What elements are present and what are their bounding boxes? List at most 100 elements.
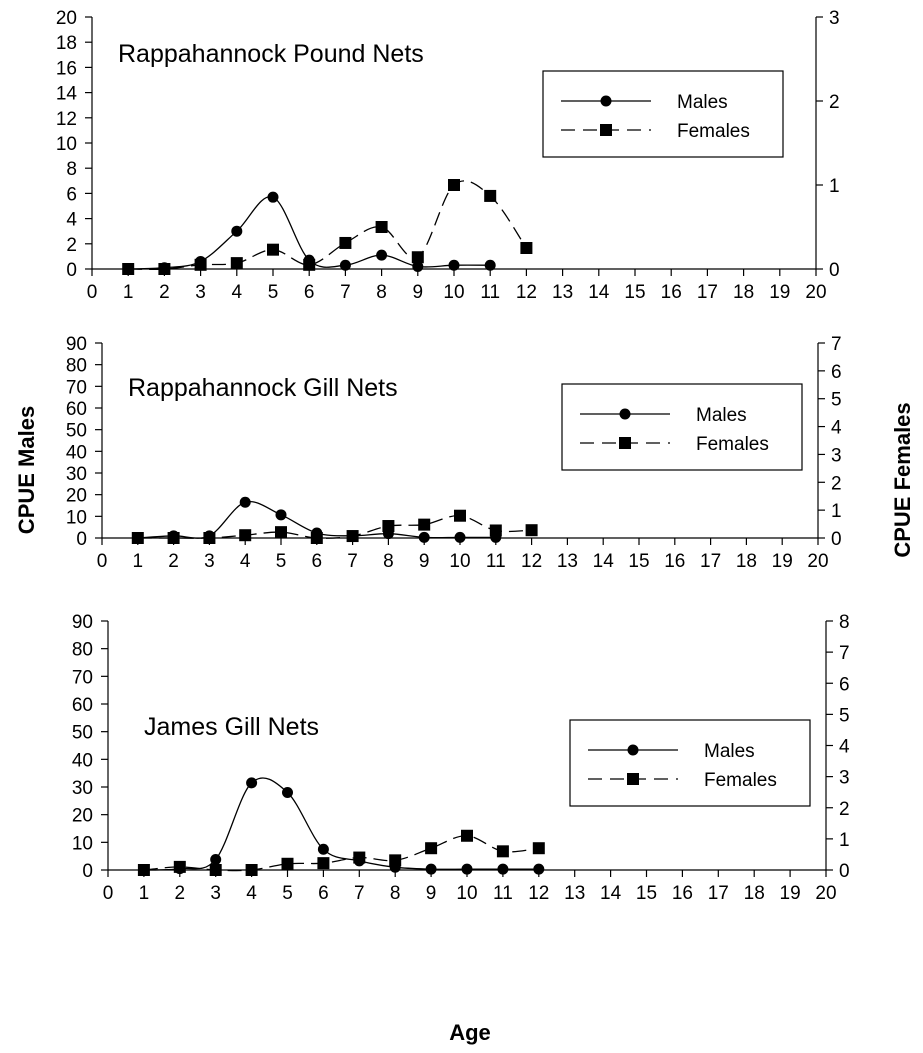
x-tick-label: 12 <box>516 282 537 303</box>
x-tick-label: 6 <box>318 883 329 904</box>
x-tick-label: 2 <box>175 883 186 904</box>
y-right-tick-label: 4 <box>831 418 842 439</box>
x-tick-label: 6 <box>304 282 315 303</box>
chart-panel-1: 0 1 2 3 4 5 6 7 8 9 10 11 12 13 14 15 16 17 18 19 2002468101… <box>56 8 840 303</box>
panel-title: Rappahannock Pound Nets <box>118 40 424 68</box>
x-tick-label: 10 <box>456 883 477 904</box>
legend-box <box>542 70 784 158</box>
y-left-tick-label: 60 <box>72 695 93 716</box>
x-tick-label: 0 <box>97 551 108 572</box>
males-data-point <box>231 225 243 237</box>
females-data-point <box>209 864 222 876</box>
y-left-tick-label: 50 <box>72 723 93 744</box>
females-legend-label: Females <box>677 121 750 142</box>
y-left-tick-label: 12 <box>56 109 77 130</box>
males-data-point <box>425 863 437 875</box>
x-tick-label: 11 <box>486 551 506 572</box>
y-left-tick-label: 18 <box>56 33 77 54</box>
x-tick-label: 18 <box>744 883 765 904</box>
x-tick-label: 16 <box>672 883 693 904</box>
females-data-point <box>131 532 144 544</box>
males-legend-label: Males <box>704 741 755 762</box>
y-right-tick-label: 5 <box>839 705 850 726</box>
legend: Males Females <box>569 719 811 807</box>
y-left-tick-label: 40 <box>72 750 93 771</box>
x-tick-label: 14 <box>593 551 615 572</box>
females-data-point <box>461 829 473 842</box>
x-tick-label: 2 <box>159 282 170 303</box>
y-left-tick-label: 70 <box>66 377 87 398</box>
x-tick-label: 13 <box>552 282 573 303</box>
x-tick-label: 14 <box>588 282 610 303</box>
males-data-point <box>210 853 222 865</box>
females-data-point <box>411 251 424 264</box>
males-series-line <box>143 777 539 871</box>
legend: Males Females <box>561 383 803 471</box>
females-data-point <box>239 529 252 542</box>
x-tick-label: 10 <box>443 282 464 303</box>
females-data-point <box>167 532 180 544</box>
y-right-tick-label: 8 <box>839 612 850 633</box>
females-data-point <box>275 526 287 539</box>
x-tick-label: 12 <box>528 883 549 904</box>
males-data-point <box>448 259 460 271</box>
x-tick-label: 15 <box>636 883 657 904</box>
x-tick-label: 4 <box>232 282 243 303</box>
y-left-tick-label: 70 <box>72 667 93 688</box>
y-left-tick-label: 6 <box>66 184 77 205</box>
males-data-point <box>246 777 258 789</box>
females-data-point <box>525 524 538 537</box>
legend-box <box>569 719 811 807</box>
males-data-point <box>454 531 466 543</box>
males-data-point <box>239 496 251 508</box>
females-data-point <box>303 258 316 271</box>
panel-title: James Gill Nets <box>144 713 319 741</box>
x-tick-label: 15 <box>624 282 645 303</box>
females-data-point <box>203 532 216 544</box>
females-data-point <box>317 857 330 870</box>
females-data-point <box>230 257 243 270</box>
y-right-tick-label: 5 <box>831 390 842 411</box>
females-data-point <box>353 851 366 864</box>
y-axis-title-right: CPUE Females <box>890 402 915 557</box>
x-tick-label: 1 <box>123 282 134 303</box>
y-right-tick-label: 2 <box>829 92 840 113</box>
y-right-tick-label: 6 <box>831 362 842 383</box>
x-tick-label: 1 <box>139 883 150 904</box>
x-tick-label: 3 <box>195 282 206 303</box>
females-data-point <box>418 518 431 531</box>
males-data-point <box>461 863 473 875</box>
males-data-point <box>418 531 430 543</box>
y-left-tick-label: 10 <box>72 833 93 854</box>
y-left-tick-label: 90 <box>72 612 93 633</box>
females-data-point <box>137 864 150 876</box>
y-left-tick-label: 20 <box>72 806 93 827</box>
y-right-tick-label: 7 <box>839 643 850 664</box>
females-data-point <box>496 845 509 858</box>
females-data-point <box>382 520 395 533</box>
y-right-tick-label: 3 <box>829 8 840 29</box>
y-left-tick-label: 20 <box>56 8 77 29</box>
females-data-point <box>425 842 438 855</box>
x-tick-label: 20 <box>805 282 826 303</box>
y-left-tick-label: 2 <box>66 235 77 256</box>
x-tick-label: 5 <box>268 282 279 303</box>
females-data-point <box>245 864 258 876</box>
females-data-point <box>489 524 502 537</box>
x-tick-label: 9 <box>413 282 424 303</box>
females-data-point <box>346 530 359 543</box>
females-data-point <box>375 221 388 233</box>
chart-panels: 0 1 2 3 4 5 6 7 8 9 10 11 12 13 14 15 16 17 18 19 2002468101… <box>56 8 850 904</box>
x-tick-label: 3 <box>204 551 215 572</box>
females-data-point <box>267 243 279 256</box>
legend: Males Females <box>542 70 784 158</box>
females-data-point <box>158 263 171 275</box>
males-legend-marker <box>600 95 612 107</box>
chart-panel-3: 0 1 2 3 4 5 6 7 8 9 10 11 12 13 14 15 16 17 18 19 2001020304… <box>72 612 850 904</box>
x-tick-label: 16 <box>664 551 685 572</box>
x-tick-label: 4 <box>240 551 251 572</box>
females-data-point <box>310 532 323 544</box>
x-tick-label: 16 <box>661 282 682 303</box>
y-left-tick-label: 80 <box>72 640 93 661</box>
